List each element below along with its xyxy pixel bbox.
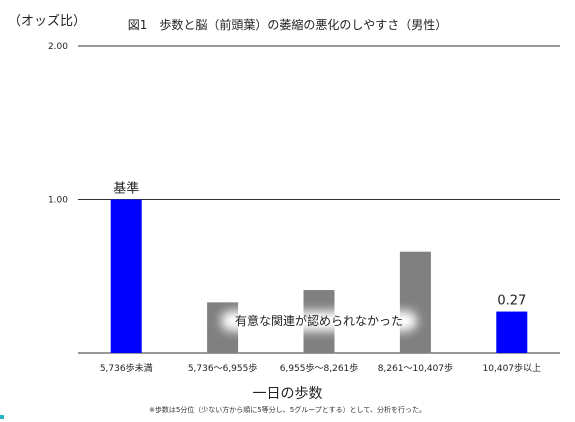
- x-tick-label: 10,407歩以上: [483, 362, 542, 374]
- bar: [496, 311, 528, 353]
- x-tick-label: 5,736歩未満: [100, 362, 153, 374]
- x-tick-label: 5,736〜6,955歩: [188, 362, 258, 374]
- data-label: 基準: [113, 181, 139, 197]
- chart-title: 図1 歩数と脳（前頭葉）の萎縮の悪化のしやすさ（男性）: [127, 18, 448, 32]
- corner-mark: [0, 415, 4, 419]
- y-axis-label: （オッズ比）: [8, 14, 87, 29]
- annotation-text: 有意な関連が認められなかった: [235, 313, 403, 328]
- x-tick-label: 6,955歩〜8,261歩: [280, 362, 359, 374]
- bar: [110, 199, 142, 353]
- x-tick-label: 8,261〜10,407歩: [378, 362, 453, 374]
- annotation-background: [221, 311, 417, 331]
- data-label: 0.27: [497, 294, 526, 309]
- y-tick-label: 1.00: [48, 196, 68, 206]
- bar: [399, 251, 431, 353]
- y-tick-label: 2.00: [48, 42, 68, 52]
- x-axis-label: 一日の歩数: [252, 386, 323, 402]
- footnote: ※歩数は5分位（少ない方から順に5等分し、5グループとする）として、分析を行った…: [148, 406, 427, 414]
